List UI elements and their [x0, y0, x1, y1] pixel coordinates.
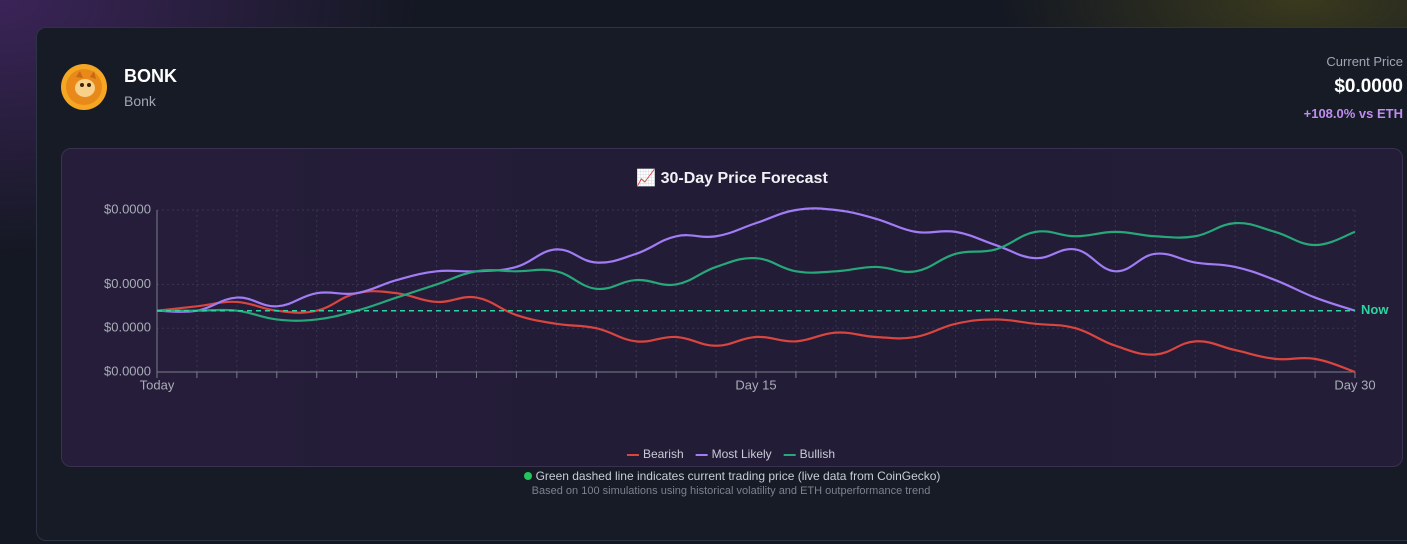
price-change: +108.0% vs ETH	[1303, 106, 1403, 121]
current-price-label: Now	[1361, 302, 1389, 317]
token-logo	[61, 64, 107, 110]
legend-label: Most Likely	[712, 447, 772, 461]
token-symbol: BONK	[124, 66, 177, 86]
status-dot	[523, 472, 532, 480]
y-tick-label: $0.0000	[104, 363, 151, 378]
legend-label: Bullish	[800, 447, 835, 461]
chart-title: 📈 30-Day Price Forecast	[636, 168, 828, 187]
x-tick-label: Today	[140, 377, 175, 392]
note-text: Green dashed line indicates current trad…	[535, 469, 941, 483]
footer-method: Based on 100 simulations using historica…	[531, 485, 931, 497]
y-tick-label: $0.0000	[104, 201, 151, 216]
x-tick-label: Day 30	[1334, 377, 1375, 392]
legend-label: Bearish	[643, 447, 684, 461]
y-tick-label: $0.0000	[104, 320, 151, 335]
x-tick-label: Day 15	[735, 377, 776, 392]
chart-panel	[61, 148, 1403, 467]
footer-note: Green dashed line indicates current trad…	[0, 469, 1407, 483]
series-line	[156, 207, 1356, 313]
price-label: Current Price	[1326, 54, 1403, 69]
y-tick-label: $0.0000	[104, 276, 151, 291]
price: $0.0000	[1334, 76, 1403, 97]
token-name: Bonk	[124, 93, 156, 109]
